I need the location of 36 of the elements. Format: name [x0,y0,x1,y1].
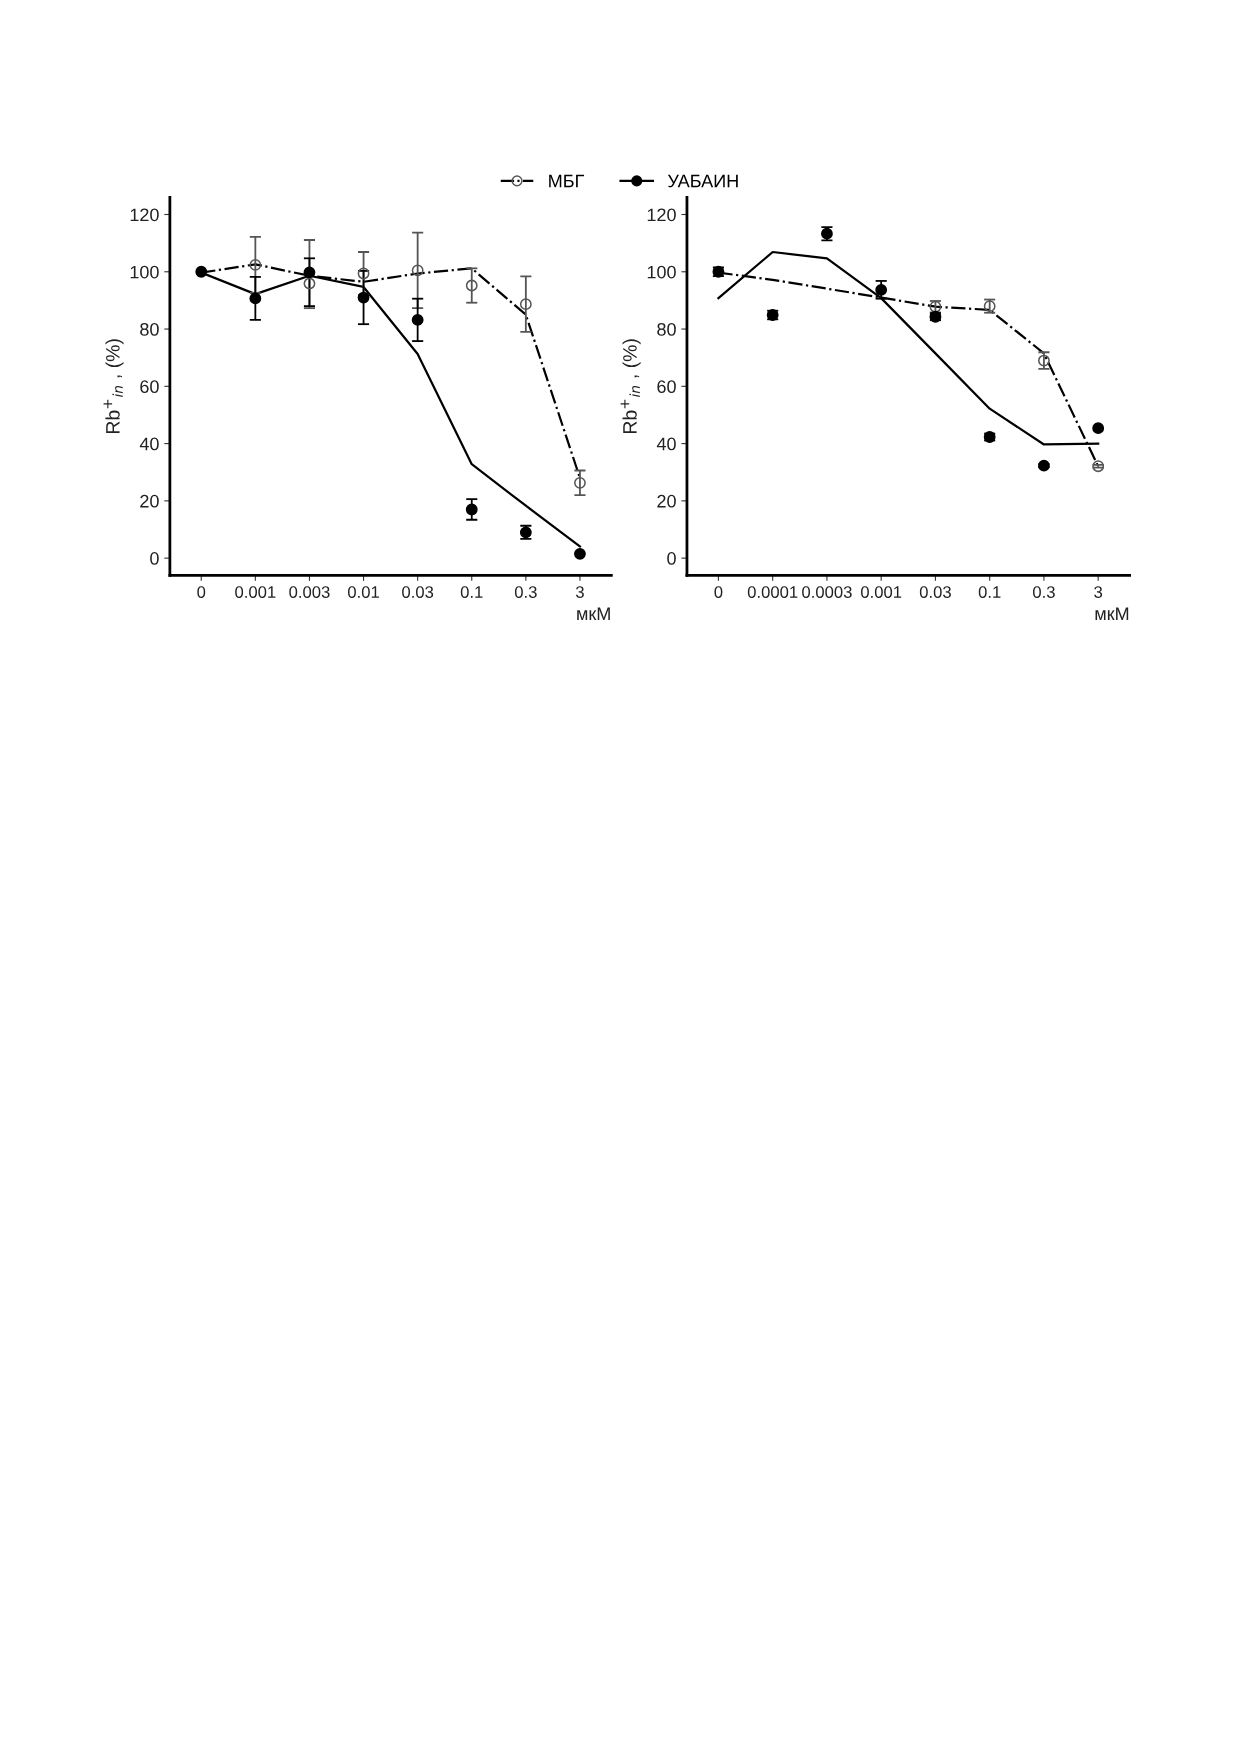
y-tick-label: 100 [647,265,676,279]
x-tick-label: 3 [1094,586,1103,598]
x-axis-title: мкМ [1095,607,1129,620]
y-tick-label: 80 [140,322,159,336]
x-tick-label: 0.03 [919,586,951,598]
x-tick-label: 0.1 [460,586,483,598]
y-tick-label: 100 [130,265,159,279]
x-tick-label: 0.03 [402,586,434,598]
x-tick-label: 3 [575,586,584,598]
y-tick-label: 40 [139,437,159,451]
y-tick-label: 60 [657,380,676,394]
x-tick-label: 0.1 [978,586,1001,598]
y-tick-label: 60 [140,380,159,394]
x-tick-label: 0.001 [860,586,902,598]
x-tick-label: 0.3 [1032,586,1055,598]
x-tick-label: 0 [197,586,206,598]
legend-label: МБГ [549,174,585,188]
y-tick-label: 20 [657,494,676,508]
x-axis-title: мкМ [577,607,610,620]
x-tick-label: 0.01 [347,586,379,598]
y-tick-label: 20 [140,494,159,508]
y-tick-label: 0 [667,552,676,565]
x-tick-label: 0.0003 [802,586,852,598]
y-tick-label: 120 [647,208,676,222]
x-tick-label: 0.003 [289,586,330,598]
y-tick-label: 40 [656,437,676,451]
y-axis-title: Rb$^{+}$$_{in}$ , (%) [103,339,124,434]
x-tick-label: 0.0001 [747,586,798,598]
y-tick-label: 120 [130,208,159,222]
x-tick-label: 0 [714,586,723,598]
y-axis-title: Rb$^{+}$$_{in}$ , (%) [620,339,641,434]
x-tick-label: 0.3 [514,586,537,598]
y-tick-label: 0 [150,552,159,565]
y-tick-label: 80 [657,322,676,336]
legend-label: УАБАИН [667,174,738,188]
x-tick-label: 0.001 [235,586,276,598]
